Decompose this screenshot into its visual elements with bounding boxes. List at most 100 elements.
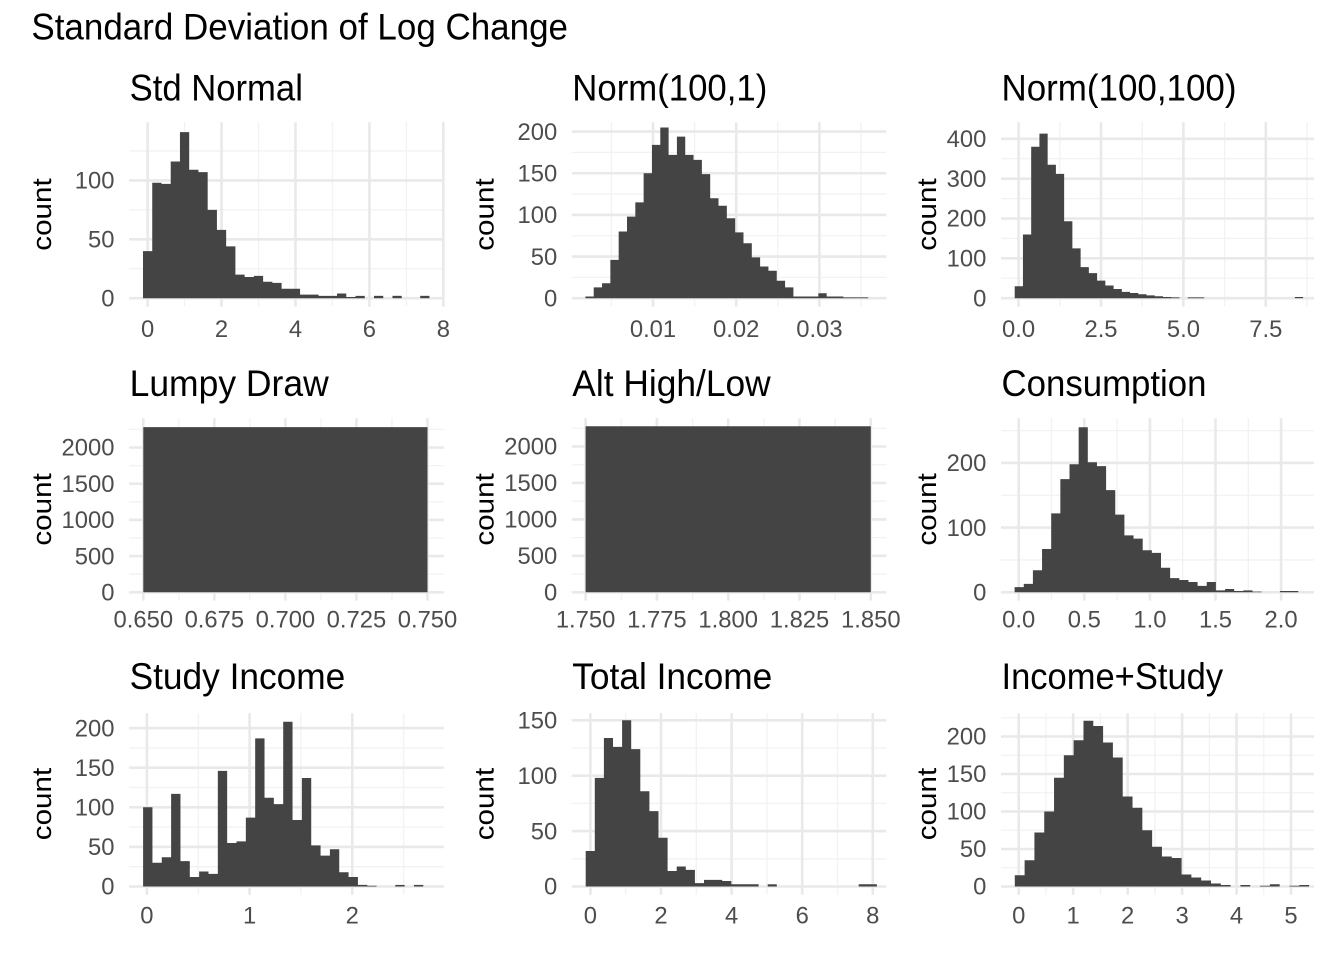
svg-text:count: count [912,472,942,545]
svg-text:0.650: 0.650 [114,606,174,633]
svg-text:4: 4 [725,903,738,930]
svg-text:0.03: 0.03 [796,316,842,343]
svg-text:2: 2 [1121,903,1134,930]
svg-text:0: 0 [101,580,114,607]
svg-text:count: count [470,178,500,251]
svg-text:100: 100 [75,795,115,822]
svg-text:0: 0 [544,285,557,312]
svg-text:100: 100 [517,763,557,790]
svg-text:Consumption: Consumption [1002,362,1207,404]
svg-text:0: 0 [973,285,986,312]
svg-text:150: 150 [947,761,987,788]
svg-text:2: 2 [346,903,359,930]
svg-text:0: 0 [973,580,986,607]
svg-text:50: 50 [531,818,557,845]
svg-text:200: 200 [947,724,987,751]
svg-text:0.750: 0.750 [398,606,458,633]
svg-text:Norm(100,100): Norm(100,100) [1002,67,1237,109]
svg-text:1000: 1000 [62,507,115,534]
svg-text:100: 100 [75,168,115,195]
svg-text:50: 50 [88,227,114,254]
svg-text:0.0: 0.0 [1002,606,1035,633]
svg-text:50: 50 [960,836,986,863]
svg-text:1: 1 [243,903,256,930]
svg-text:0.02: 0.02 [713,316,759,343]
svg-text:400: 400 [947,126,987,153]
svg-text:0.01: 0.01 [630,316,676,343]
svg-text:1500: 1500 [62,471,115,498]
svg-text:150: 150 [75,755,115,782]
svg-text:Total Income: Total Income [572,655,772,697]
svg-text:0.5: 0.5 [1068,606,1101,633]
svg-text:count: count [470,767,500,840]
svg-text:Norm(100,1): Norm(100,1) [572,67,767,109]
svg-text:8: 8 [437,316,450,343]
svg-text:2: 2 [654,903,667,930]
svg-text:50: 50 [531,244,557,271]
svg-text:Std Normal: Std Normal [130,67,303,109]
svg-text:1000: 1000 [504,507,557,534]
svg-text:100: 100 [947,799,987,826]
svg-text:6: 6 [796,903,809,930]
svg-text:Income+Study: Income+Study [1002,655,1224,697]
svg-text:2000: 2000 [504,434,557,461]
svg-text:6: 6 [363,316,376,343]
svg-text:100: 100 [947,515,987,542]
svg-text:1500: 1500 [504,470,557,497]
svg-text:200: 200 [947,450,987,477]
svg-text:count: count [912,767,942,840]
svg-text:0: 0 [584,903,597,930]
svg-text:Standard Deviation of Log Chan: Standard Deviation of Log Change [31,5,568,47]
svg-text:0: 0 [140,903,153,930]
svg-text:Alt High/Low: Alt High/Low [572,362,771,404]
svg-text:0: 0 [973,874,986,901]
svg-text:5: 5 [1284,903,1297,930]
svg-text:1.775: 1.775 [627,606,687,633]
svg-text:1.0: 1.0 [1133,606,1166,633]
svg-text:200: 200 [517,119,557,146]
svg-text:0.0: 0.0 [1002,316,1035,343]
svg-text:count: count [27,767,57,840]
svg-text:5.0: 5.0 [1167,316,1200,343]
svg-text:1.750: 1.750 [556,606,616,633]
svg-text:0.700: 0.700 [256,606,316,633]
svg-text:8: 8 [866,903,879,930]
svg-text:count: count [912,178,942,251]
svg-text:0.675: 0.675 [185,606,245,633]
svg-text:1: 1 [1067,903,1080,930]
svg-text:4: 4 [289,316,302,343]
svg-text:count: count [27,178,57,251]
svg-text:500: 500 [75,543,115,570]
svg-text:count: count [27,472,57,545]
svg-text:100: 100 [947,246,987,273]
svg-text:2.0: 2.0 [1265,606,1298,633]
svg-text:4: 4 [1230,903,1243,930]
svg-text:1.800: 1.800 [698,606,758,633]
svg-text:150: 150 [517,708,557,735]
svg-text:Lumpy Draw: Lumpy Draw [130,362,330,404]
svg-text:0: 0 [1012,903,1025,930]
svg-text:1.850: 1.850 [841,606,901,633]
svg-text:2: 2 [215,316,228,343]
svg-text:2.5: 2.5 [1084,316,1117,343]
svg-text:0: 0 [101,874,114,901]
svg-text:3: 3 [1175,903,1188,930]
svg-text:0: 0 [544,874,557,901]
svg-text:50: 50 [88,834,114,861]
svg-text:150: 150 [517,160,557,187]
svg-text:500: 500 [517,543,557,570]
svg-text:200: 200 [75,715,115,742]
svg-text:1.5: 1.5 [1199,606,1232,633]
svg-text:100: 100 [517,202,557,229]
svg-text:0.725: 0.725 [327,606,387,633]
svg-text:Study Income: Study Income [130,655,346,697]
svg-text:200: 200 [947,206,987,233]
svg-text:7.5: 7.5 [1249,316,1282,343]
svg-text:1.825: 1.825 [770,606,830,633]
svg-text:count: count [470,472,500,545]
svg-text:0: 0 [101,285,114,312]
svg-text:2000: 2000 [62,435,115,462]
svg-text:300: 300 [947,166,987,193]
svg-text:0: 0 [141,316,154,343]
svg-text:0: 0 [544,580,557,607]
